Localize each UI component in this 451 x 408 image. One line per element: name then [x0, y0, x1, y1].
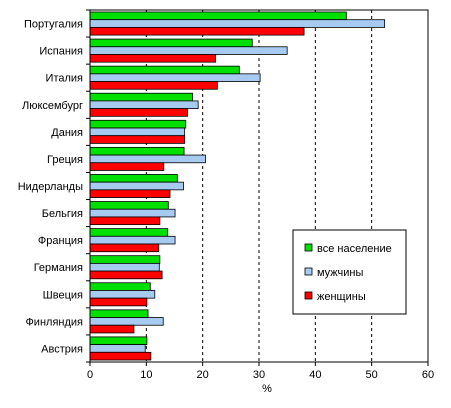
- bar: [89, 81, 218, 90]
- bar: [89, 154, 206, 164]
- x-tick-label: 60: [422, 369, 434, 381]
- bar: [89, 317, 164, 326]
- category-label: Финляндия: [25, 316, 83, 328]
- legend-swatch: [304, 267, 313, 276]
- tick-labels: 0 10 20 30 40 50 60: [87, 369, 434, 381]
- bar: [89, 146, 185, 156]
- bar: [89, 290, 156, 299]
- legend: все население мужчины женщины: [292, 229, 407, 315]
- category-label: Испания: [39, 46, 83, 58]
- category-label: Дания: [51, 127, 83, 139]
- category-label: Греция: [47, 154, 83, 166]
- category-label: Австрия: [41, 343, 83, 355]
- bar: [89, 351, 152, 361]
- bar: [89, 46, 288, 55]
- bar: [89, 270, 163, 280]
- category-label: Люксембург: [22, 100, 83, 112]
- x-tick-label: 0: [87, 369, 93, 381]
- legend-label: мужчины: [317, 267, 363, 279]
- bar: [89, 26, 305, 36]
- bar: [89, 38, 253, 48]
- axes: [86, 9, 429, 366]
- bar: [89, 282, 151, 291]
- bar: [89, 135, 186, 144]
- category-label: Швеция: [43, 289, 83, 301]
- bar: [89, 243, 160, 253]
- bar: [89, 92, 193, 102]
- bar: [89, 297, 148, 307]
- bar: [89, 208, 176, 218]
- category-label: Нидерланды: [18, 181, 83, 193]
- bar: [89, 344, 146, 353]
- legend-swatch: [304, 291, 313, 300]
- legend-label: женщины: [317, 291, 366, 303]
- bar: [89, 174, 178, 183]
- bar: [89, 19, 386, 28]
- bar: [89, 54, 217, 63]
- category-labels: Португалия Испания Италия Люксембург Дания Гр…: [18, 19, 83, 356]
- bar: [89, 73, 261, 82]
- x-tick-label: 10: [140, 369, 152, 381]
- bar: [89, 309, 149, 318]
- x-tick-label: 40: [309, 369, 321, 381]
- legend-label: все население: [317, 243, 392, 255]
- legend-swatch: [304, 243, 313, 252]
- bar: [89, 189, 171, 198]
- bar: [89, 336, 148, 346]
- bar: [89, 181, 184, 191]
- category-label: Италия: [46, 73, 84, 85]
- x-axis-label: %: [262, 383, 272, 395]
- bar: [89, 119, 187, 129]
- bar: [89, 108, 188, 117]
- bar: [89, 162, 165, 171]
- bar: [89, 100, 199, 110]
- bar: [89, 235, 176, 245]
- bar: [89, 127, 186, 137]
- bar: [89, 65, 240, 75]
- bar: [89, 201, 169, 210]
- category-label: Германия: [34, 262, 83, 274]
- bars: [89, 11, 386, 361]
- bar: [89, 216, 161, 226]
- x-tick-label: 20: [197, 369, 209, 381]
- bar: [89, 324, 135, 334]
- bar: [89, 228, 169, 237]
- x-tick-label: 50: [366, 369, 378, 381]
- bar: [89, 11, 347, 21]
- bar: [89, 262, 160, 272]
- bar: [89, 255, 161, 264]
- x-tick-label: 30: [253, 369, 265, 381]
- category-label: Португалия: [24, 19, 83, 31]
- category-label: Бельгия: [42, 208, 83, 220]
- category-label: Франция: [38, 235, 83, 247]
